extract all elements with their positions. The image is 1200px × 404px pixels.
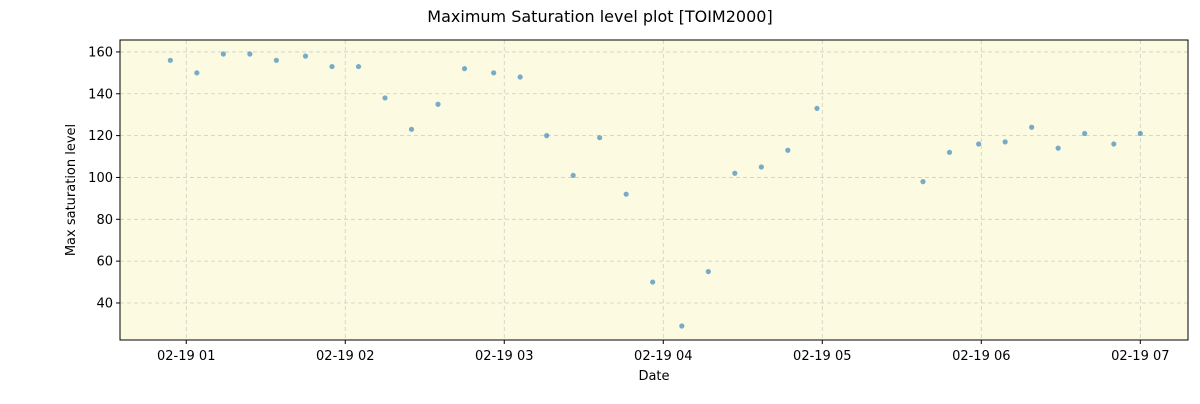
data-point bbox=[785, 147, 791, 153]
x-tick-label: 02-19 01 bbox=[157, 349, 215, 364]
data-point bbox=[355, 63, 362, 70]
data-point bbox=[435, 101, 441, 107]
data-point bbox=[758, 164, 764, 170]
x-axis-label: Date bbox=[638, 369, 669, 384]
y-tick-label: 100 bbox=[88, 171, 113, 186]
y-tick-label: 140 bbox=[88, 87, 113, 102]
x-tick-label: 02-19 04 bbox=[634, 349, 692, 364]
data-point bbox=[570, 172, 576, 178]
x-tick-label: 02-19 05 bbox=[793, 349, 851, 364]
data-point bbox=[461, 66, 468, 72]
data-point bbox=[679, 323, 685, 329]
data-point bbox=[247, 51, 253, 57]
data-point bbox=[705, 268, 711, 275]
data-point bbox=[1111, 141, 1117, 147]
data-point bbox=[623, 191, 629, 197]
x-tick-label: 02-19 02 bbox=[316, 349, 374, 364]
y-axis-ticks: 40 60 80 100 120 140 160 bbox=[88, 45, 120, 311]
data-point bbox=[650, 279, 656, 285]
x-tick-label: 02-19 03 bbox=[475, 349, 533, 364]
y-tick-label: 60 bbox=[96, 255, 113, 270]
x-axis-ticks: 02-19 01 02-19 02 02-19 03 02-19 04 02-19 05… bbox=[157, 340, 1170, 364]
grid bbox=[120, 40, 1188, 340]
data-point bbox=[220, 51, 226, 57]
x-tick-label: 02-19 06 bbox=[952, 349, 1010, 364]
data-point bbox=[382, 95, 388, 101]
data-point bbox=[544, 133, 550, 139]
data-point bbox=[1055, 145, 1061, 151]
data-point bbox=[1002, 139, 1008, 145]
data-point bbox=[1082, 130, 1088, 137]
x-tick-label: 02-19 07 bbox=[1111, 349, 1169, 364]
data-points bbox=[167, 51, 1143, 329]
data-point bbox=[408, 126, 415, 132]
data-point bbox=[329, 63, 335, 70]
chart-title: Maximum Saturation level plot [TOIM2000] bbox=[427, 7, 772, 26]
data-point bbox=[946, 149, 953, 155]
data-point bbox=[920, 179, 926, 185]
data-point bbox=[167, 57, 173, 63]
data-point bbox=[1137, 130, 1143, 137]
y-axis-label: Max saturation level bbox=[64, 124, 79, 256]
data-point bbox=[1029, 124, 1035, 130]
data-point bbox=[517, 74, 523, 80]
data-point bbox=[491, 70, 497, 76]
y-tick-label: 120 bbox=[88, 129, 113, 144]
data-point bbox=[194, 70, 200, 76]
data-point bbox=[597, 135, 603, 141]
plot-frame bbox=[119, 39, 1189, 341]
data-point bbox=[302, 53, 309, 59]
y-tick-label: 160 bbox=[88, 45, 113, 60]
y-tick-label: 40 bbox=[96, 296, 113, 311]
data-point bbox=[814, 105, 820, 112]
data-point bbox=[732, 170, 738, 176]
data-point bbox=[976, 141, 982, 147]
data-point bbox=[273, 57, 279, 63]
plot-area bbox=[120, 40, 1188, 340]
y-tick-label: 80 bbox=[96, 213, 113, 228]
